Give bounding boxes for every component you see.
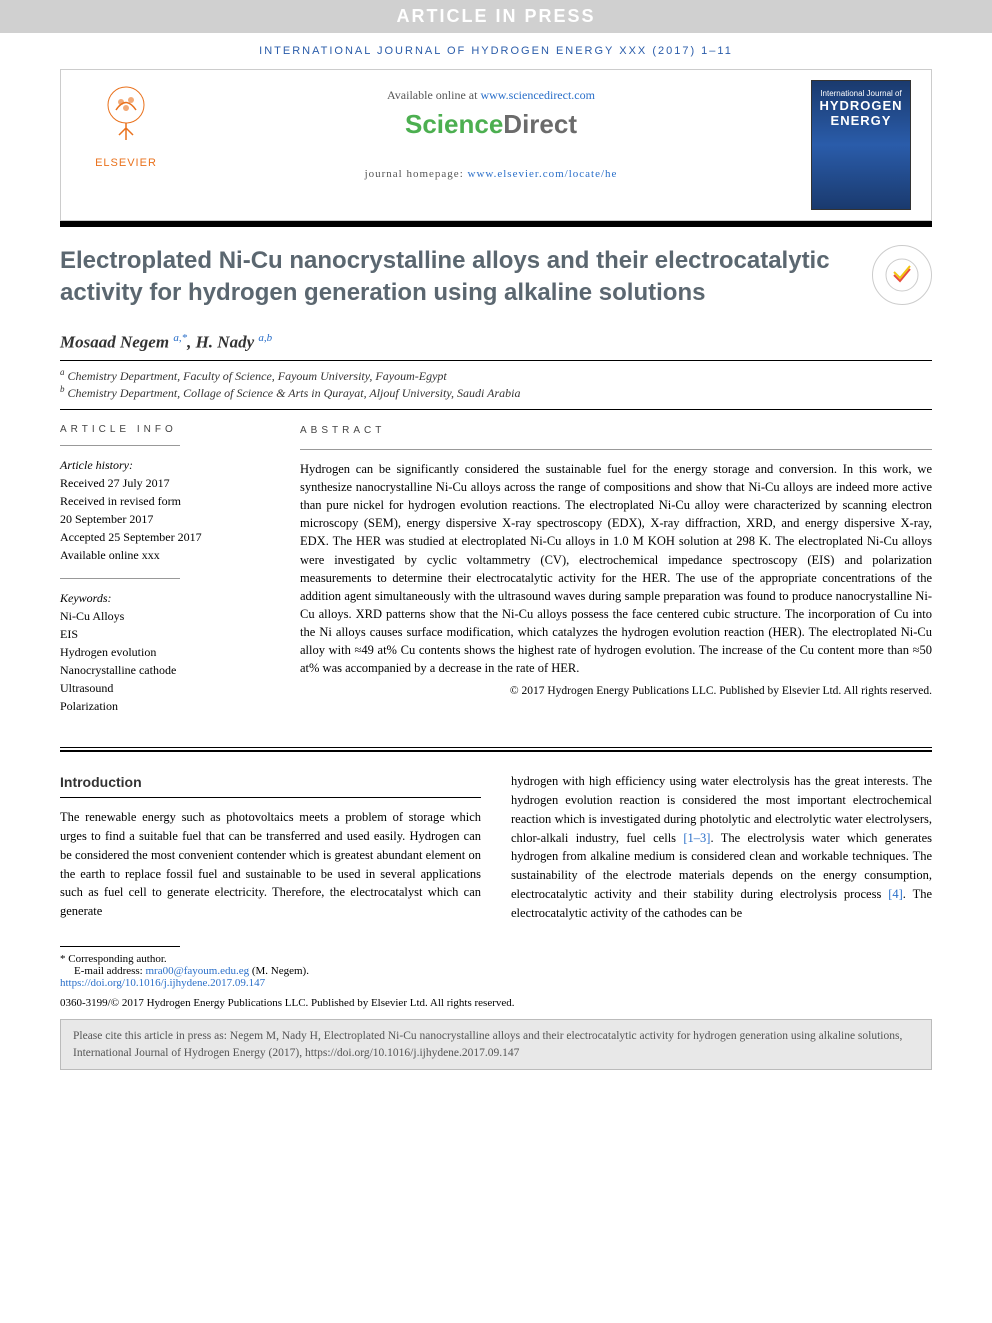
ref-link-1-3[interactable]: [1–3]	[683, 831, 710, 845]
homepage-line: journal homepage: www.elsevier.com/locat…	[191, 168, 791, 180]
journal-cover-thumbnail: International Journal of HYDROGEN ENERGY	[811, 80, 911, 210]
cite-this-article-box: Please cite this article in press as: Ne…	[60, 1019, 932, 1069]
keyword-2: EIS	[60, 625, 260, 643]
elsevier-tree-icon	[91, 80, 161, 150]
info-rule-1	[60, 445, 180, 446]
available-online-line: Available online at www.sciencedirect.co…	[191, 88, 791, 103]
revised-line2: 20 September 2017	[60, 510, 260, 528]
abstract-head: ABSTRACT	[300, 424, 932, 439]
journal-citation-header: INTERNATIONAL JOURNAL OF HYDROGEN ENERGY…	[0, 33, 992, 69]
footnote-rule	[60, 946, 180, 947]
intro-para-col2: hydrogen with high efficiency using wate…	[511, 772, 932, 922]
issn-copyright-line: 0360-3199/© 2017 Hydrogen Energy Publica…	[60, 997, 932, 1009]
affil-b-text: Chemistry Department, Collage of Science…	[65, 386, 521, 400]
direct-text: Direct	[503, 109, 577, 139]
journal-header-box: ELSEVIER Available online at www.science…	[60, 69, 932, 221]
available-prefix: Available online at	[387, 88, 480, 102]
keyword-3: Hydrogen evolution	[60, 643, 260, 661]
homepage-prefix: journal homepage:	[365, 168, 468, 180]
author-1-affil-sup: a,*	[173, 332, 187, 344]
author-2-name: , H. Nady	[187, 332, 258, 351]
keyword-6: Polarization	[60, 697, 260, 715]
abstract-bottom-rule	[60, 747, 932, 752]
revised-line1: Received in revised form	[60, 492, 260, 510]
crossmark-icon	[884, 257, 920, 293]
homepage-link[interactable]: www.elsevier.com/locate/he	[468, 168, 618, 180]
accepted-date: Accepted 25 September 2017	[60, 528, 260, 546]
cover-small-text: International Journal of	[812, 89, 910, 98]
info-abstract-row: ARTICLE INFO Article history: Received 2…	[60, 424, 932, 729]
elsevier-logo: ELSEVIER	[81, 80, 171, 169]
history-label: Article history:	[60, 456, 260, 474]
abstract-column: ABSTRACT Hydrogen can be significantly c…	[300, 424, 932, 729]
article-title: Electroplated Ni-Cu nanocrystalline allo…	[60, 245, 932, 310]
sciencedirect-link[interactable]: www.sciencedirect.com	[480, 88, 595, 102]
footnote-block: * Corresponding author. E-mail address: …	[60, 946, 932, 989]
email-line: E-mail address: mra00@fayoum.edu.eg (M. …	[60, 965, 932, 977]
keyword-1: Ni-Cu Alloys	[60, 607, 260, 625]
introduction-head: Introduction	[60, 772, 481, 793]
author-1-name: Mosaad Negem	[60, 332, 173, 351]
abstract-rule	[300, 449, 932, 450]
elsevier-text: ELSEVIER	[81, 157, 171, 169]
introduction-rule	[60, 797, 481, 798]
title-block: Electroplated Ni-Cu nanocrystalline allo…	[60, 245, 932, 310]
affiliations: a Chemistry Department, Faculty of Scien…	[60, 367, 932, 401]
email-link[interactable]: mra00@fayoum.edu.eg	[145, 965, 249, 977]
keywords-block: Keywords: Ni-Cu Alloys EIS Hydrogen evol…	[60, 589, 260, 715]
received-date: Received 27 July 2017	[60, 474, 260, 492]
article-history: Article history: Received 27 July 2017 R…	[60, 456, 260, 564]
authors-line: Mosaad Negem a,*, H. Nady a,b	[60, 332, 932, 353]
abstract-text: Hydrogen can be significantly considered…	[300, 460, 932, 678]
body-two-column: Introduction The renewable energy such a…	[60, 772, 932, 922]
email-label: E-mail address:	[74, 965, 145, 977]
article-info-column: ARTICLE INFO Article history: Received 2…	[60, 424, 260, 729]
keywords-label: Keywords:	[60, 589, 260, 607]
keyword-4: Nanocrystalline cathode	[60, 661, 260, 679]
corresponding-author: * Corresponding author.	[60, 953, 932, 965]
online-date: Available online xxx	[60, 546, 260, 564]
intro-para-col1: The renewable energy such as photovoltai…	[60, 808, 481, 921]
affiliation-b: b Chemistry Department, Collage of Scien…	[60, 384, 932, 401]
cover-hydrogen: HYDROGEN	[812, 98, 910, 113]
abstract-copyright: © 2017 Hydrogen Energy Publications LLC.…	[300, 683, 932, 700]
cover-title: International Journal of HYDROGEN ENERGY	[812, 81, 910, 128]
affiliation-a: a Chemistry Department, Faculty of Scien…	[60, 367, 932, 384]
article-in-press-banner: ARTICLE IN PRESS	[0, 0, 992, 33]
affil-a-text: Chemistry Department, Faculty of Science…	[65, 369, 447, 383]
email-suffix: (M. Negem).	[249, 965, 309, 977]
keyword-5: Ultrasound	[60, 679, 260, 697]
article-info-head: ARTICLE INFO	[60, 424, 260, 435]
author-rule	[60, 360, 932, 361]
header-center: Available online at www.sciencedirect.co…	[191, 80, 791, 180]
affil-rule	[60, 409, 932, 410]
science-text: Science	[405, 109, 503, 139]
title-top-rule	[60, 221, 932, 227]
sciencedirect-logo: ScienceDirect	[191, 109, 791, 140]
cover-energy: ENERGY	[812, 113, 910, 128]
doi-link[interactable]: https://doi.org/10.1016/j.ijhydene.2017.…	[60, 977, 265, 989]
info-rule-2	[60, 578, 180, 579]
ref-link-4[interactable]: [4]	[888, 887, 903, 901]
author-2-affil-sup: a,b	[258, 332, 272, 344]
crossmark-badge[interactable]	[872, 245, 932, 305]
